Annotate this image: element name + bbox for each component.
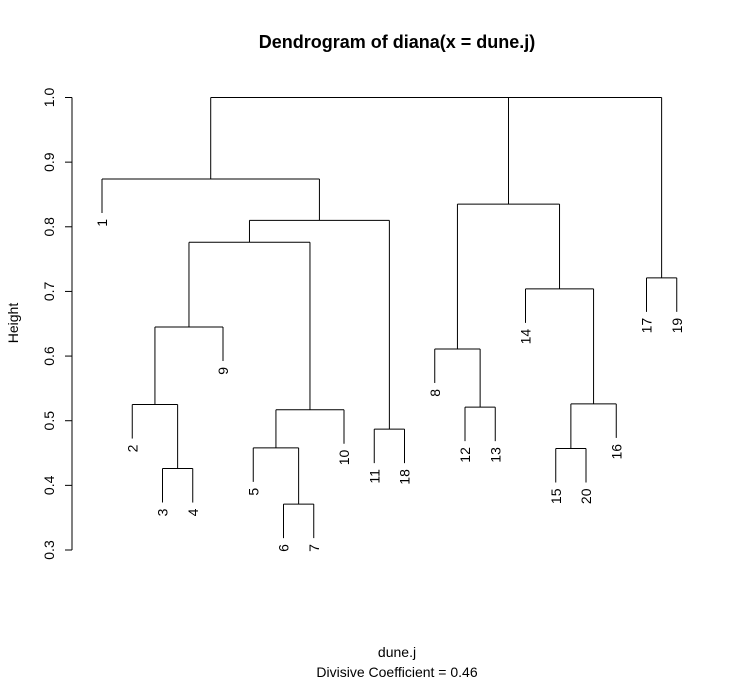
y-tick-label: 0.3 xyxy=(41,540,57,560)
y-tick-label: 0.7 xyxy=(41,281,57,301)
leaf-label: 20 xyxy=(578,488,594,504)
leaf-label: 7 xyxy=(306,544,322,552)
dendrogram-tree xyxy=(101,97,678,539)
leaf-label: 13 xyxy=(487,447,503,463)
leaf-label: 10 xyxy=(336,450,352,466)
leaf-label: 19 xyxy=(669,318,685,334)
leaf-label: 11 xyxy=(366,469,382,484)
leaf-label: 1 xyxy=(94,219,110,227)
leaf-label: 6 xyxy=(276,544,292,552)
leaf-label: 18 xyxy=(397,469,413,485)
leaf-label: 17 xyxy=(639,318,655,334)
y-tick-label: 0.4 xyxy=(41,475,57,495)
leaf-label: 8 xyxy=(427,389,443,397)
leaf-label: 5 xyxy=(245,488,261,496)
leaf-label: 4 xyxy=(185,508,201,516)
y-tick-label: 0.9 xyxy=(41,152,57,172)
x-axis-label: dune.j xyxy=(378,644,416,660)
leaf-label: 3 xyxy=(155,508,171,516)
y-axis: 0.3 0.4 0.5 0.6 0.7 0.8 0.9 1.0 xyxy=(41,88,73,560)
leaf-label: 9 xyxy=(215,367,231,375)
y-tick-label: 0.5 xyxy=(41,411,57,431)
divisive-coefficient-label: Divisive Coefficient = 0.46 xyxy=(316,664,477,680)
y-tick-label: 1.0 xyxy=(41,88,57,108)
y-axis-label: Height xyxy=(5,303,21,344)
leaf-label: 2 xyxy=(124,444,140,452)
leaf-label: 15 xyxy=(548,488,564,504)
leaf-label: 14 xyxy=(518,329,534,345)
leaf-label: 12 xyxy=(457,447,473,463)
y-tick-label: 0.8 xyxy=(41,217,57,237)
chart-title: Dendrogram of diana(x = dune.j) xyxy=(259,32,536,52)
leaf-label: 16 xyxy=(608,444,624,460)
y-tick-label: 0.6 xyxy=(41,346,57,366)
